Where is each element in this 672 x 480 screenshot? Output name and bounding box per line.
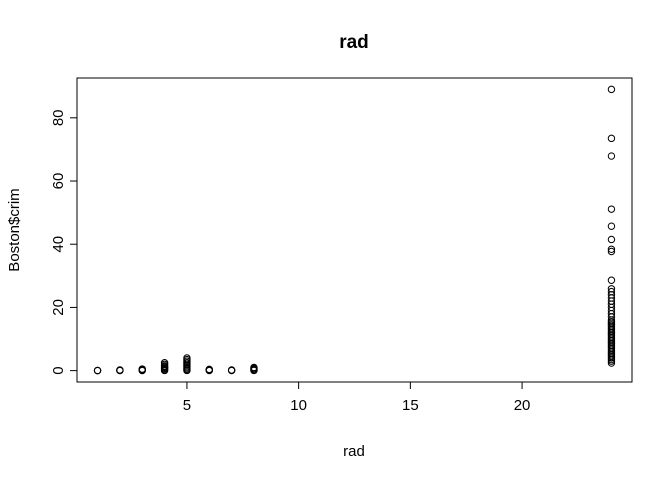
y-tick-label: 80 [50,109,67,126]
x-tick-label: 5 [183,397,191,414]
data-point [607,134,616,143]
data-points [93,85,616,375]
plot-area-border [76,77,633,383]
data-point [160,359,169,367]
data-point [227,366,236,374]
x-axis-label: rad [343,443,365,460]
data-point [183,354,191,362]
x-tick-label: 15 [402,397,419,414]
data-point [138,365,146,373]
data-point [607,152,616,160]
data-point [607,245,616,253]
data-point [607,235,616,244]
data-point [607,285,616,293]
data-point [607,247,616,256]
data-point [250,363,258,372]
data-point [93,366,102,375]
data-point [607,276,616,284]
data-point [607,222,616,230]
chart-title: rad [339,32,369,53]
y-axis: 0 20 40 60 80 [50,109,78,375]
x-tick-label: 20 [514,397,531,414]
y-tick-label: 20 [50,299,67,316]
y-tick-label: 60 [50,173,67,190]
x-tick-label: 10 [290,397,307,414]
y-tick-label: 0 [50,366,67,374]
data-point [607,85,616,94]
data-point [607,205,616,213]
data-point [116,366,124,374]
data-point [607,287,616,296]
data-point [205,365,213,374]
y-tick-label: 40 [50,236,67,253]
x-axis: 5 10 15 20 [183,381,531,414]
y-axis-label: Boston$crim [6,188,23,271]
